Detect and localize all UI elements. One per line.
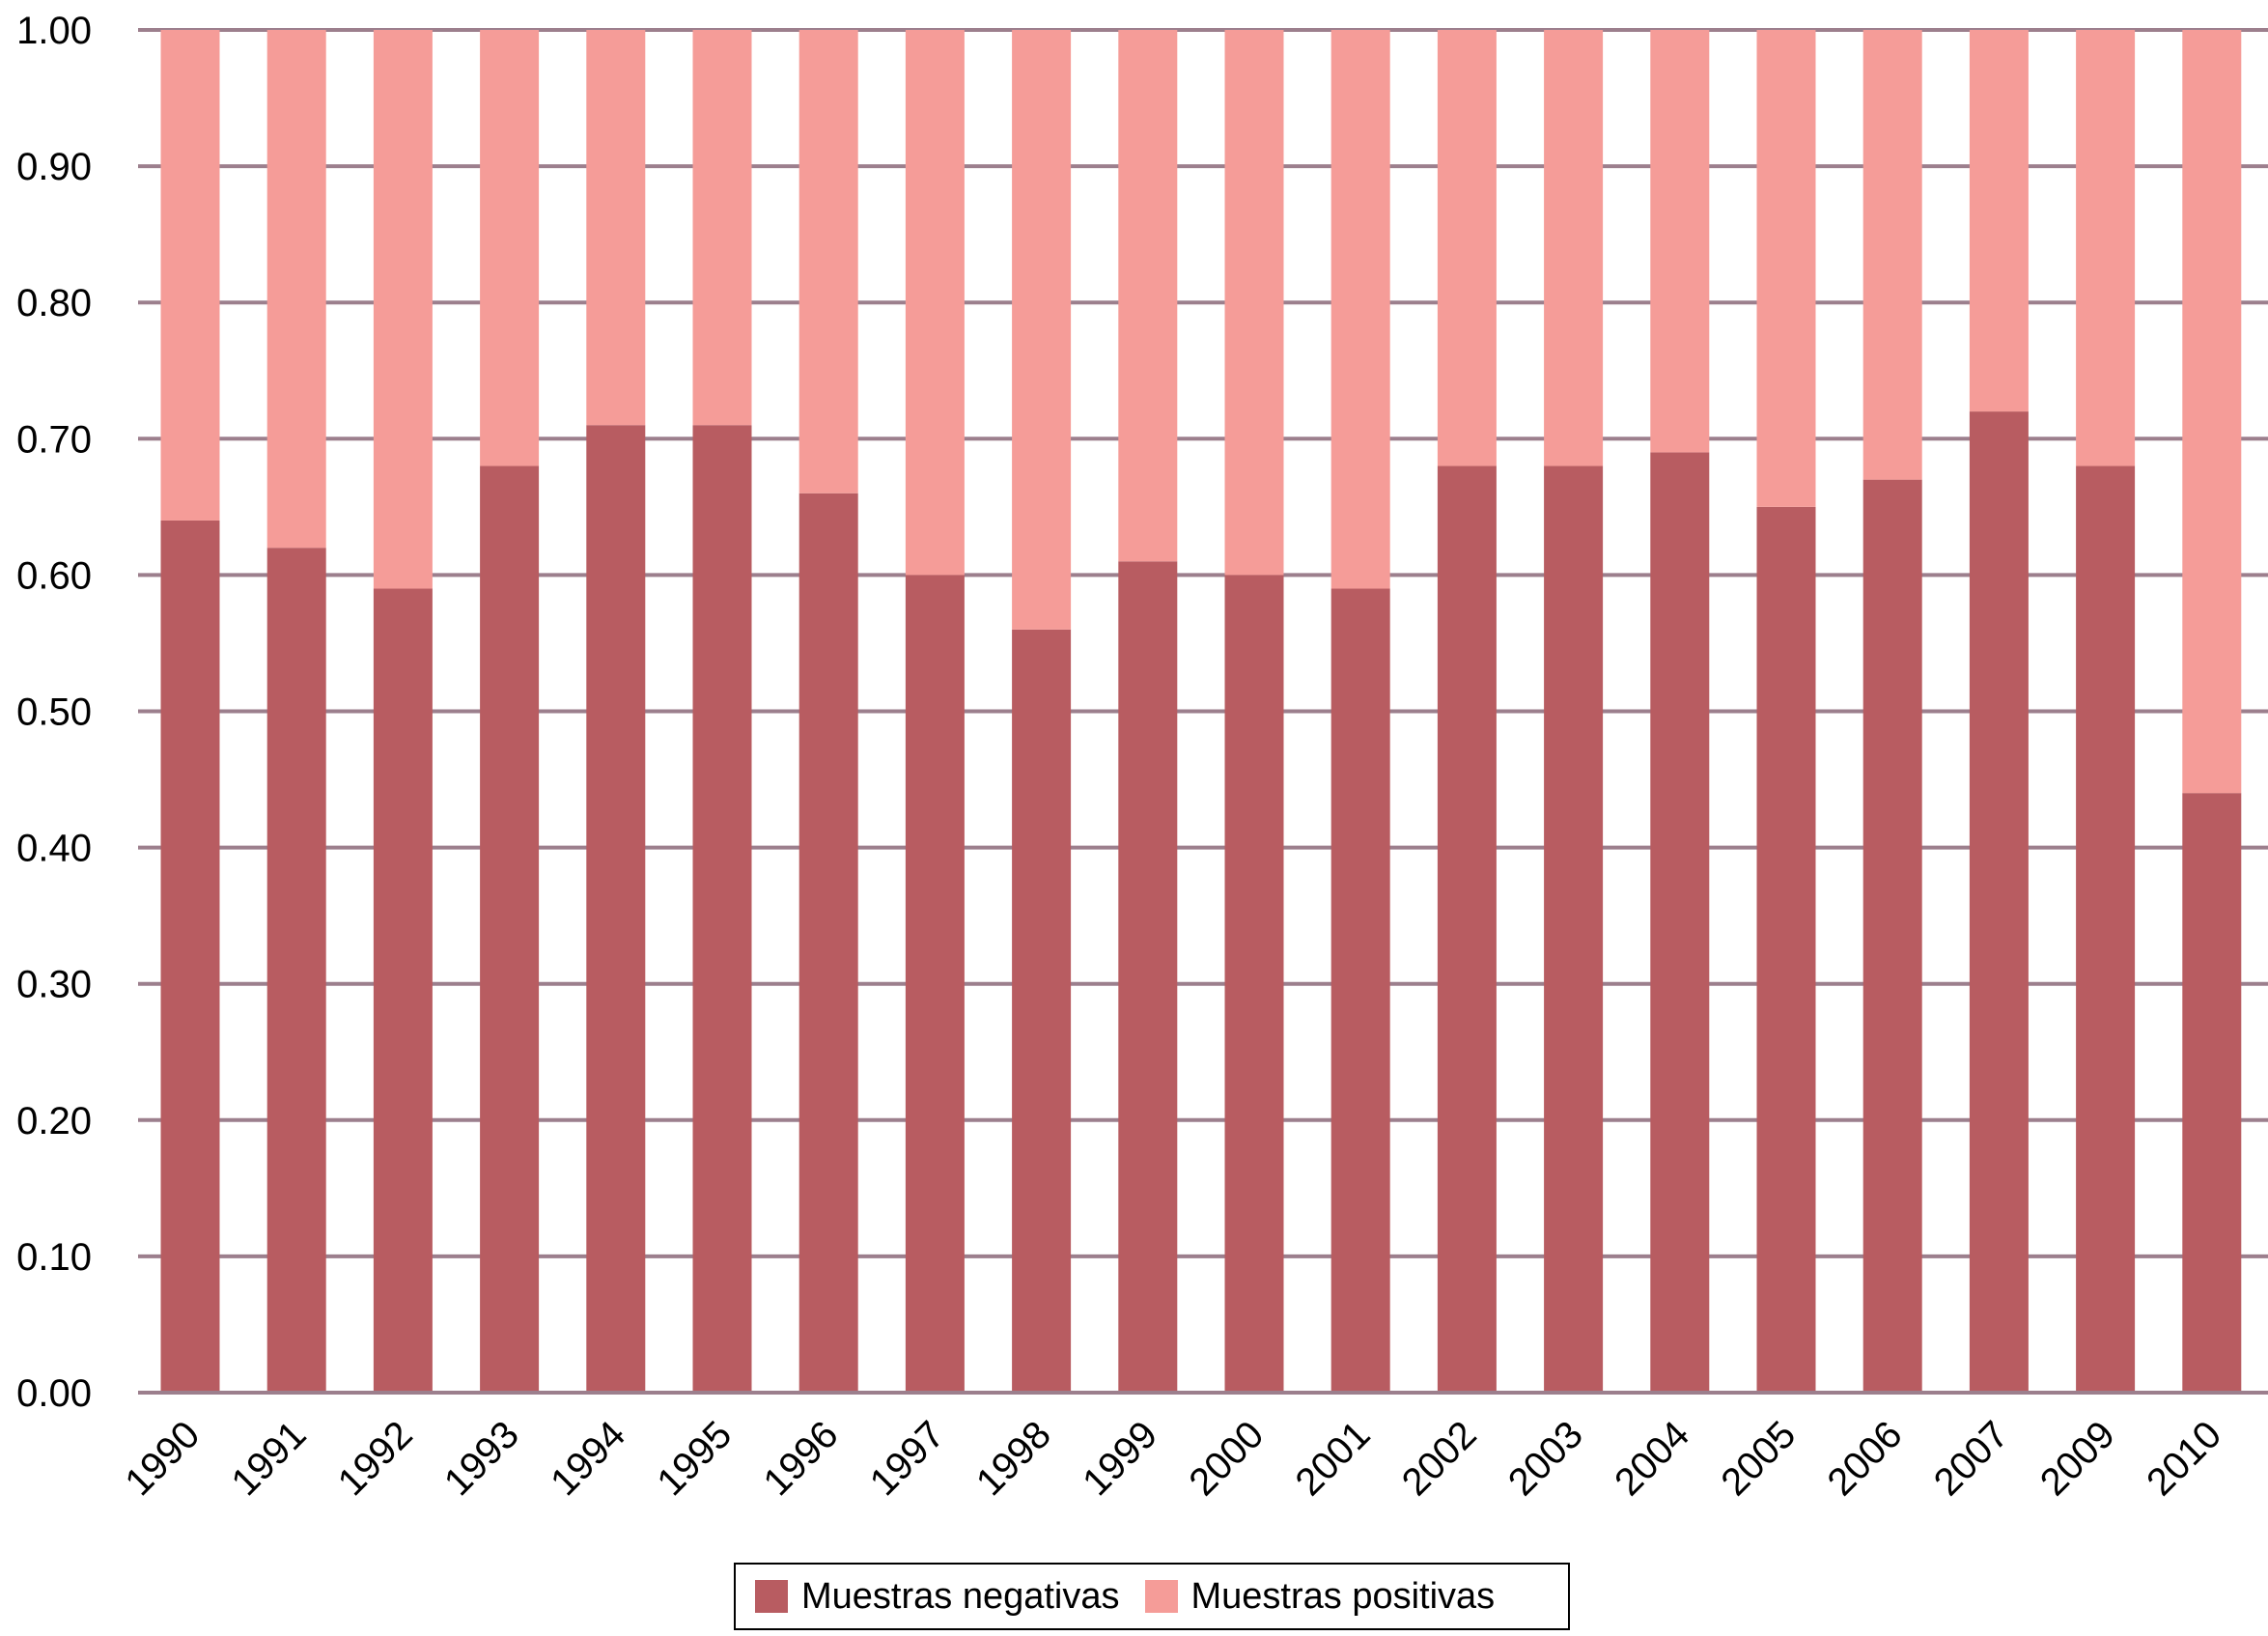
y-tick-label: 0.10 (16, 1236, 92, 1279)
x-tick-label: 1991 (224, 1413, 315, 1504)
y-tick-label: 0.40 (16, 828, 92, 870)
y-tick-label: 0.00 (16, 1372, 92, 1415)
x-tick-label: 1999 (1075, 1413, 1165, 1504)
x-tick-label: 1994 (543, 1413, 633, 1504)
bar-positive (1756, 30, 1816, 507)
x-tick-label: 1995 (649, 1413, 740, 1504)
x-tick-label: 1993 (436, 1413, 527, 1504)
bar-positive (586, 30, 646, 426)
x-tick-label: 2000 (1181, 1413, 1272, 1504)
bar-positive (2182, 30, 2242, 794)
bar-positive (1118, 30, 1178, 562)
bar-negative (2182, 793, 2242, 1393)
y-tick-label: 0.80 (16, 282, 92, 324)
y-tick-label: 0.30 (16, 964, 92, 1006)
bar-negative (1650, 452, 1710, 1393)
y-tick-label: 0.20 (16, 1100, 92, 1142)
bar-positive (1224, 30, 1284, 576)
bar-negative (1437, 465, 1497, 1393)
bar-positive (2076, 30, 2136, 466)
bar-positive (1330, 30, 1390, 589)
bar-positive (1862, 30, 1922, 480)
bar-negative (1544, 465, 1604, 1393)
bar-positive (905, 30, 965, 576)
x-tick-label: 2006 (1820, 1413, 1911, 1504)
legend-item-negative: Muestras negativas (747, 1576, 1120, 1618)
bar-positive (1544, 30, 1604, 466)
bar-positive (1437, 30, 1497, 466)
bar-negative (905, 575, 965, 1393)
legend-swatch-negative (755, 1580, 788, 1613)
bar-positive (266, 30, 326, 549)
y-tick-label: 1.00 (16, 10, 92, 52)
bar-negative (266, 548, 326, 1393)
x-tick-label: 2001 (1288, 1413, 1379, 1504)
bar-negative (798, 493, 858, 1393)
bar-positive (692, 30, 752, 426)
x-tick-label: 1996 (756, 1413, 847, 1504)
y-tick-label: 0.90 (16, 146, 92, 188)
legend-label-positive: Muestras positivas (1190, 1575, 1496, 1617)
bar-positive (1969, 30, 2029, 412)
bar-negative (1118, 561, 1178, 1393)
bar-negative (1012, 629, 1072, 1393)
x-tick-label: 2005 (1713, 1413, 1804, 1504)
bar-negative (373, 588, 433, 1393)
x-tick-label: 2009 (2032, 1413, 2123, 1504)
bar-negative (1756, 506, 1816, 1393)
bar-negative (480, 465, 540, 1393)
x-tick-label: 2003 (1500, 1413, 1591, 1504)
bar-positive (480, 30, 540, 466)
y-tick-label: 0.60 (16, 554, 92, 597)
x-tick-label: 2004 (1607, 1413, 1697, 1504)
legend-swatch-positive (1144, 1580, 1178, 1613)
bars (160, 30, 2242, 1394)
gridlines (138, 28, 2268, 1395)
bar-negative (1330, 588, 1390, 1393)
legend-label-negative: Muestras negativas (801, 1575, 1120, 1617)
bar-positive (160, 30, 220, 521)
legend: Muestras negativas Muestras positivas (734, 1563, 1570, 1630)
bar-negative (586, 425, 646, 1393)
bar-positive (1650, 30, 1710, 453)
y-tick-label: 0.50 (16, 691, 92, 734)
x-tick-label: 2007 (1926, 1413, 2017, 1504)
bar-positive (373, 30, 433, 589)
bar-positive (798, 30, 858, 494)
bar-positive (1012, 30, 1072, 630)
x-tick-label: 1997 (862, 1413, 953, 1504)
x-tick-label: 2010 (2139, 1413, 2229, 1504)
bar-negative (1862, 479, 1922, 1393)
bar-negative (1224, 575, 1284, 1393)
bar-negative (160, 520, 220, 1393)
x-tick-label: 2002 (1394, 1413, 1485, 1504)
x-tick-label: 1998 (968, 1413, 1059, 1504)
x-tick-label: 1992 (330, 1413, 421, 1504)
bar-negative (2076, 465, 2136, 1393)
bar-negative (1969, 411, 2029, 1394)
x-tick-label: 1990 (117, 1413, 208, 1504)
bar-negative (692, 425, 752, 1393)
legend-item-positive: Muestras positivas (1137, 1575, 1496, 1618)
y-tick-label: 0.70 (16, 418, 92, 461)
